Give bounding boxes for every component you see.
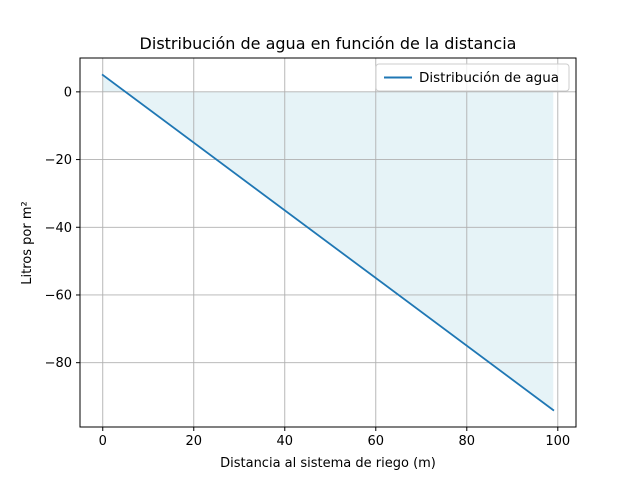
y-axis-label: Litros por m²: [20, 201, 35, 284]
y-tick-label: −20: [45, 153, 72, 168]
y-tick-label: 0: [64, 85, 72, 100]
x-tick-label: 100: [545, 434, 570, 449]
axes-layer: [79, 57, 577, 428]
grid-layer: [80, 58, 576, 427]
series-line: [101, 73, 555, 412]
x-tick-label: 40: [276, 434, 293, 449]
axes-frame: [79, 57, 577, 428]
x-tick-label: 80: [459, 434, 476, 449]
x-tick-label: 20: [185, 434, 202, 449]
legend-label: Distribución de agua: [419, 70, 559, 86]
ticks-layer: 0 20 40 60 80 100 0 −20 −40 −60 −80: [45, 85, 571, 449]
series-layer: [101, 73, 555, 412]
y-tick-label: −80: [45, 356, 72, 371]
x-tick-label: 0: [99, 434, 107, 449]
chart-title: Distribución de agua en función de la di…: [140, 34, 517, 53]
y-tick-label: −40: [45, 221, 72, 236]
y-tick-label: −60: [45, 288, 72, 303]
x-axis-label: Distancia al sistema de riego (m): [220, 456, 436, 471]
legend: Distribución de agua: [375, 63, 570, 92]
x-tick-label: 60: [368, 434, 385, 449]
legend-box: [375, 63, 570, 92]
